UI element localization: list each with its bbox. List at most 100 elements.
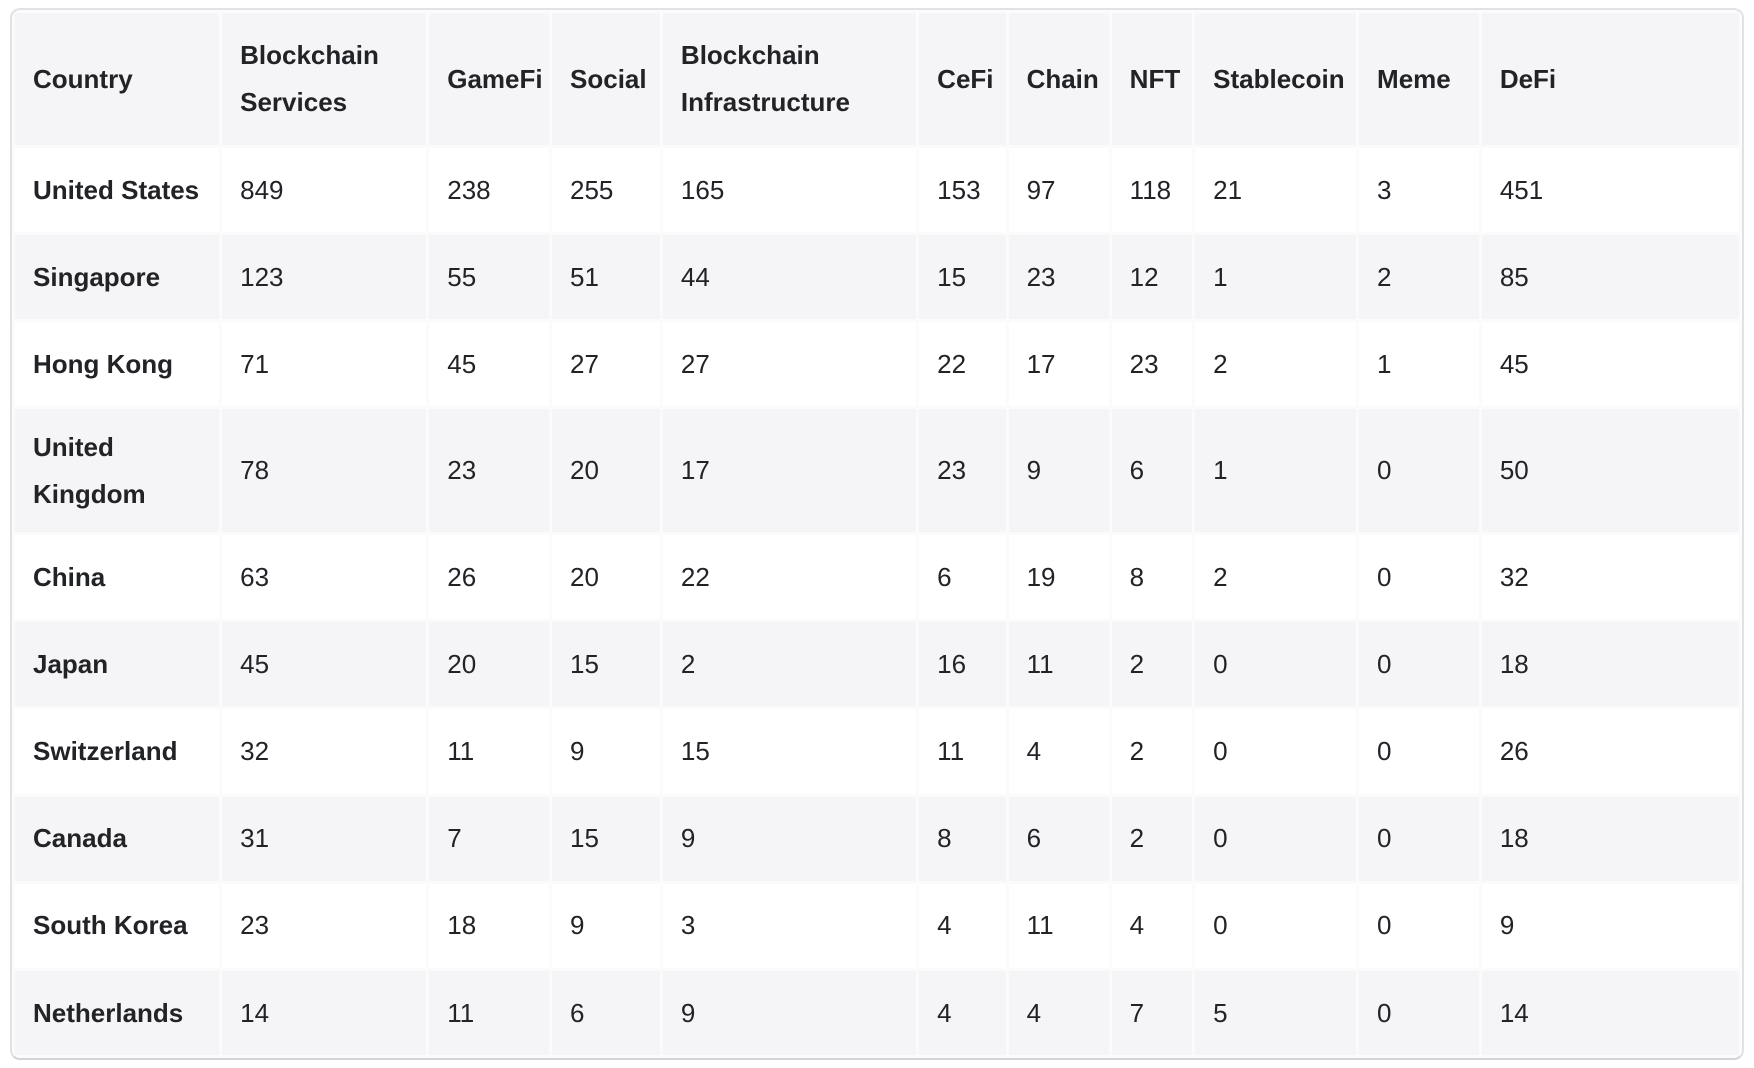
value-cell: 4	[919, 970, 1006, 1055]
value-cell: 238	[429, 148, 550, 233]
value-cell: 0	[1195, 883, 1357, 968]
column-header-nft: NFT	[1111, 13, 1193, 145]
country-cell: Netherlands	[15, 970, 220, 1055]
value-cell: 15	[662, 709, 917, 794]
table-row: China 63 26 20 22 6 19 8 2 0 32	[15, 535, 1739, 620]
country-cell: Singapore	[15, 235, 220, 320]
column-header-cefi: CeFi	[919, 13, 1006, 145]
country-cell: Canada	[15, 796, 220, 881]
value-cell: 14	[222, 970, 427, 1055]
header-row: Country Blockchain Services GameFi Socia…	[15, 13, 1739, 145]
value-cell: 9	[1481, 883, 1739, 968]
value-cell: 9	[1008, 409, 1109, 533]
value-cell: 17	[662, 409, 917, 533]
value-cell: 4	[1008, 970, 1109, 1055]
value-cell: 31	[222, 796, 427, 881]
value-cell: 21	[1195, 148, 1357, 233]
value-cell: 51	[552, 235, 660, 320]
table-row: Netherlands 14 11 6 9 4 4 7 5 0 14	[15, 970, 1739, 1055]
column-header-chain: Chain	[1008, 13, 1109, 145]
value-cell: 32	[1481, 535, 1739, 620]
value-cell: 11	[919, 709, 1006, 794]
value-cell: 849	[222, 148, 427, 233]
table-row: Singapore 123 55 51 44 15 23 12 1 2 85	[15, 235, 1739, 320]
value-cell: 3	[1359, 148, 1479, 233]
column-header-country: Country	[15, 13, 220, 145]
value-cell: 18	[1481, 796, 1739, 881]
value-cell: 20	[552, 409, 660, 533]
table-row: Switzerland 32 11 9 15 11 4 2 0 0 26	[15, 709, 1739, 794]
value-cell: 1	[1359, 322, 1479, 407]
country-cell: Japan	[15, 622, 220, 707]
value-cell: 45	[1481, 322, 1739, 407]
column-header-blockchain-services: Blockchain Services	[222, 13, 427, 145]
value-cell: 0	[1359, 883, 1479, 968]
value-cell: 2	[1195, 322, 1357, 407]
value-cell: 27	[552, 322, 660, 407]
value-cell: 1	[1195, 235, 1357, 320]
value-cell: 165	[662, 148, 917, 233]
table-row: Canada 31 7 15 9 8 6 2 0 0 18	[15, 796, 1739, 881]
value-cell: 23	[222, 883, 427, 968]
country-cell: United States	[15, 148, 220, 233]
value-cell: 23	[1111, 322, 1193, 407]
value-cell: 2	[1111, 709, 1193, 794]
value-cell: 2	[1359, 235, 1479, 320]
value-cell: 17	[1008, 322, 1109, 407]
value-cell: 8	[919, 796, 1006, 881]
value-cell: 55	[429, 235, 550, 320]
value-cell: 26	[1481, 709, 1739, 794]
value-cell: 0	[1195, 796, 1357, 881]
value-cell: 11	[1008, 883, 1109, 968]
value-cell: 15	[552, 622, 660, 707]
value-cell: 0	[1359, 622, 1479, 707]
value-cell: 85	[1481, 235, 1739, 320]
value-cell: 15	[552, 796, 660, 881]
value-cell: 45	[429, 322, 550, 407]
value-cell: 0	[1359, 970, 1479, 1055]
value-cell: 11	[429, 970, 550, 1055]
value-cell: 3	[662, 883, 917, 968]
value-cell: 12	[1111, 235, 1193, 320]
value-cell: 123	[222, 235, 427, 320]
value-cell: 4	[1111, 883, 1193, 968]
value-cell: 4	[1008, 709, 1109, 794]
value-cell: 118	[1111, 148, 1193, 233]
value-cell: 9	[552, 883, 660, 968]
value-cell: 0	[1359, 796, 1479, 881]
value-cell: 451	[1481, 148, 1739, 233]
value-cell: 14	[1481, 970, 1739, 1055]
value-cell: 26	[429, 535, 550, 620]
value-cell: 0	[1359, 709, 1479, 794]
value-cell: 23	[919, 409, 1006, 533]
value-cell: 8	[1111, 535, 1193, 620]
value-cell: 2	[1195, 535, 1357, 620]
table-row: United Kingdom 78 23 20 17 23 9 6 1 0 50	[15, 409, 1739, 533]
value-cell: 20	[552, 535, 660, 620]
value-cell: 44	[662, 235, 917, 320]
value-cell: 15	[919, 235, 1006, 320]
country-cell: South Korea	[15, 883, 220, 968]
country-cell: United Kingdom	[15, 409, 220, 533]
value-cell: 45	[222, 622, 427, 707]
value-cell: 16	[919, 622, 1006, 707]
column-header-defi: DeFi	[1481, 13, 1739, 145]
table-row: Hong Kong 71 45 27 27 22 17 23 2 1 45	[15, 322, 1739, 407]
country-cell: China	[15, 535, 220, 620]
table-row: Japan 45 20 15 2 16 11 2 0 0 18	[15, 622, 1739, 707]
value-cell: 11	[429, 709, 550, 794]
value-cell: 7	[429, 796, 550, 881]
value-cell: 23	[429, 409, 550, 533]
value-cell: 18	[429, 883, 550, 968]
value-cell: 9	[662, 796, 917, 881]
value-cell: 4	[919, 883, 1006, 968]
value-cell: 11	[1008, 622, 1109, 707]
value-cell: 0	[1195, 709, 1357, 794]
value-cell: 2	[1111, 796, 1193, 881]
value-cell: 32	[222, 709, 427, 794]
value-cell: 27	[662, 322, 917, 407]
column-header-stablecoin: Stablecoin	[1195, 13, 1357, 145]
value-cell: 0	[1195, 622, 1357, 707]
value-cell: 153	[919, 148, 1006, 233]
value-cell: 71	[222, 322, 427, 407]
